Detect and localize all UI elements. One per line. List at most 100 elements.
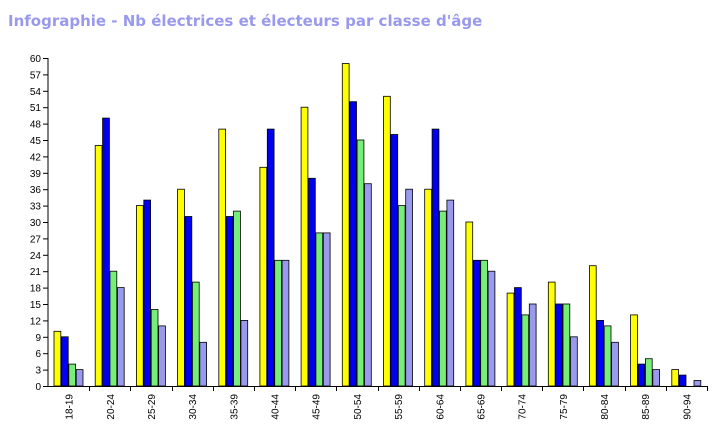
x-tick-label: 90-94 (682, 394, 693, 420)
y-tick-label: 33 (30, 202, 42, 213)
bar-55-59-2 (397, 205, 406, 387)
bar-40-44-1 (266, 128, 275, 387)
bar-55-59-1 (390, 134, 399, 387)
x-tick-label: 35-39 (229, 394, 240, 420)
bar-20-24-1 (102, 117, 110, 387)
x-axis: 18-19 20-24 25-29 30-34 35-39 40-44 45-49 50-54… (48, 386, 708, 420)
bar-40-44-3 (281, 259, 290, 387)
bar-65-69-3 (487, 270, 496, 387)
y-tick-label: 36 (30, 185, 42, 196)
bar-30-34-0 (177, 188, 185, 387)
y-tick-label: 18 (30, 284, 42, 295)
bar-70-74-0 (506, 292, 515, 387)
bar-45-49-3 (322, 232, 331, 387)
bar-45-49-2 (315, 232, 324, 387)
bar-30-34-2 (191, 281, 200, 387)
bar-80-84-1 (596, 319, 604, 387)
x-tick-label: 70-74 (518, 394, 529, 420)
bar-35-39-1 (225, 216, 234, 387)
bar-50-54-3 (364, 183, 372, 387)
bar-40-44-2 (274, 259, 282, 387)
chart-title: Infographie - Nb électrices et électeurs… (8, 12, 483, 30)
bar-80-84-2 (603, 325, 612, 387)
bar-90-94-0 (671, 369, 679, 387)
bar-65-69-0 (465, 221, 474, 387)
y-tick-label: 21 (30, 267, 42, 278)
y-tick-label: 54 (30, 87, 42, 98)
y-tick-label: 0 (35, 382, 41, 393)
bar-50-54-0 (341, 63, 350, 387)
bar-85-89-3 (652, 369, 660, 387)
bar-90-94-3 (693, 380, 702, 387)
bar-20-24-3 (117, 287, 125, 387)
bar-35-39-3 (240, 319, 249, 387)
y-tick-label: 12 (30, 316, 42, 327)
y-tick-label: 3 (35, 366, 41, 377)
bar-70-74-2 (521, 314, 530, 387)
y-tick-label: 42 (30, 152, 42, 163)
bar-75-79-3 (570, 336, 578, 387)
bar-65-69-2 (480, 259, 488, 387)
x-tick-label: 18-19 (65, 394, 76, 420)
y-tick-label: 6 (35, 349, 41, 360)
y-tick-label: 57 (30, 70, 42, 81)
x-tick-label: 75-79 (559, 394, 570, 420)
y-tick-label: 48 (30, 120, 42, 131)
bar-90-94-1 (678, 374, 687, 387)
bar-50-54-1 (349, 101, 357, 387)
bar-60-64-3 (446, 199, 455, 387)
bar-45-49-0 (300, 106, 309, 387)
bar-65-69-1 (472, 259, 481, 387)
bar-70-74-1 (514, 287, 522, 387)
x-tick-label: 40-44 (271, 394, 282, 420)
bar-55-59-3 (405, 188, 413, 387)
bar-75-79-1 (555, 303, 563, 387)
bar-55-59-0 (383, 95, 391, 387)
bar-60-64-0 (424, 188, 432, 387)
bar-85-89-0 (630, 314, 638, 387)
y-tick-label: 24 (30, 251, 42, 262)
x-tick-label: 30-34 (188, 394, 199, 420)
bar-60-64-1 (431, 128, 440, 387)
bars (53, 63, 702, 387)
bar-20-24-0 (94, 145, 103, 387)
bar-20-24-2 (109, 270, 118, 387)
y-tick-label: 9 (35, 333, 41, 344)
x-tick-label: 85-89 (641, 394, 652, 420)
bar-85-89-1 (637, 363, 646, 387)
bar-75-79-2 (562, 303, 571, 387)
x-tick-label: 25-29 (147, 394, 158, 420)
y-tick-label: 39 (30, 169, 42, 180)
x-tick-label: 45-49 (312, 394, 323, 420)
bar-80-84-0 (589, 265, 597, 387)
bar-40-44-0 (259, 166, 268, 387)
x-tick-label: 20-24 (106, 394, 117, 420)
y-tick-label: 45 (30, 136, 42, 147)
bar-18-19-2 (68, 363, 77, 387)
bar-35-39-2 (233, 210, 241, 387)
x-tick-label: 55-59 (394, 394, 405, 420)
bar-60-64-2 (439, 210, 447, 387)
bar-30-34-3 (199, 341, 208, 387)
bar-25-29-3 (158, 325, 166, 387)
bar-18-19-3 (75, 369, 84, 387)
x-tick-label: 80-84 (600, 394, 611, 420)
x-tick-label: 60-64 (435, 394, 446, 420)
bar-85-89-2 (645, 358, 653, 387)
bar-25-29-1 (143, 199, 152, 387)
bar-45-49-1 (308, 177, 316, 387)
bar-35-39-0 (218, 128, 227, 387)
x-tick-label: 50-54 (353, 394, 364, 420)
bar-70-74-3 (528, 303, 537, 387)
bar-30-34-1 (184, 216, 193, 387)
bar-18-19-1 (61, 336, 69, 387)
y-tick-label: 30 (30, 218, 42, 229)
y-tick-label: 51 (30, 103, 42, 114)
y-tick-label: 60 (30, 54, 42, 65)
bar-80-84-3 (611, 341, 619, 387)
y-tick-label: 15 (30, 300, 42, 311)
bar-50-54-2 (356, 139, 365, 387)
x-tick-label: 65-69 (477, 394, 488, 420)
